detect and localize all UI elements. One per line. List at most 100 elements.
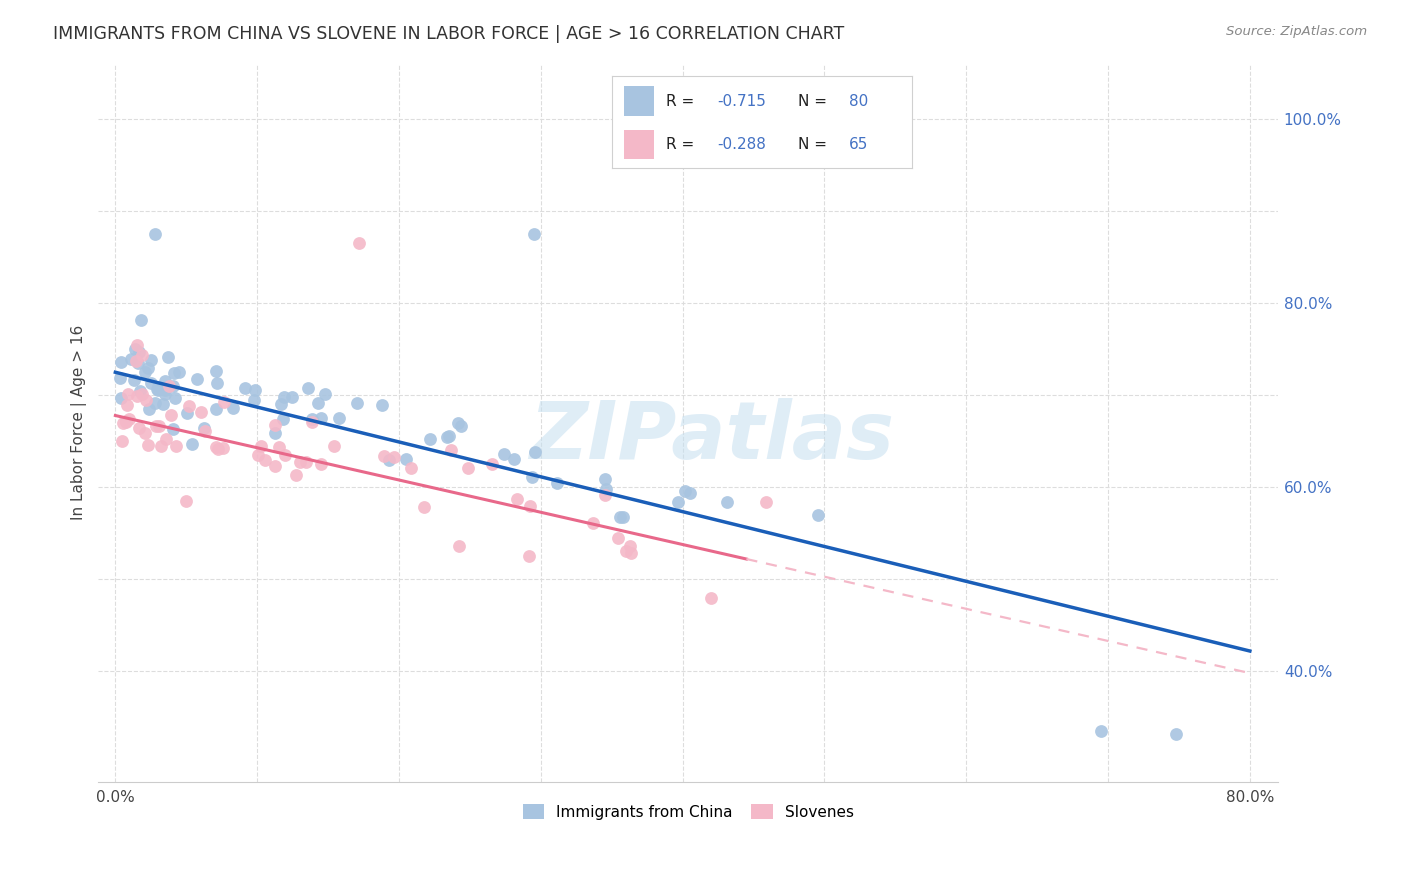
Point — [125, 389, 148, 403]
Point — [205, 376, 228, 390]
Point — [146, 382, 169, 396]
Point — [176, 406, 198, 420]
Point — [153, 387, 176, 401]
Point — [619, 539, 641, 553]
Point — [157, 350, 180, 364]
Point — [177, 399, 200, 413]
Point — [523, 444, 546, 458]
Point — [193, 421, 215, 435]
Point — [128, 384, 150, 398]
Point — [301, 415, 323, 429]
Point — [146, 383, 169, 397]
Point — [180, 437, 202, 451]
Point — [174, 493, 197, 508]
Point — [128, 344, 150, 359]
Point — [502, 451, 524, 466]
Text: Source: ZipAtlas.com: Source: ZipAtlas.com — [1226, 25, 1367, 38]
Point — [328, 410, 350, 425]
Point — [673, 484, 696, 499]
Point — [314, 386, 336, 401]
Point — [523, 227, 546, 242]
Point — [595, 483, 617, 497]
Point — [309, 411, 332, 425]
Point — [134, 365, 156, 379]
Point — [323, 439, 346, 453]
Point — [204, 402, 226, 417]
Point — [281, 390, 304, 404]
Point — [755, 494, 778, 508]
Point — [149, 439, 172, 453]
Point — [160, 408, 183, 422]
Point — [436, 429, 458, 443]
Point — [273, 390, 295, 404]
Point — [207, 442, 229, 457]
Point — [271, 412, 294, 426]
Point — [700, 591, 723, 605]
Point — [274, 448, 297, 462]
Point — [612, 510, 634, 524]
Point — [250, 439, 273, 453]
Point — [110, 355, 132, 369]
Point — [157, 378, 180, 392]
Point — [115, 398, 138, 412]
Point — [519, 499, 541, 513]
Point — [419, 433, 441, 447]
Text: IMMIGRANTS FROM CHINA VS SLOVENE IN LABOR FORCE | AGE > 16 CORRELATION CHART: IMMIGRANTS FROM CHINA VS SLOVENE IN LABO… — [53, 25, 845, 43]
Point — [678, 486, 700, 500]
Point — [143, 396, 166, 410]
Point — [297, 381, 319, 395]
Point — [114, 414, 136, 428]
Point — [115, 415, 138, 429]
Point — [295, 455, 318, 469]
Point — [370, 398, 392, 412]
Point — [163, 391, 186, 405]
Point — [243, 393, 266, 408]
Point — [609, 509, 631, 524]
Point — [108, 371, 131, 385]
Point — [253, 453, 276, 467]
Point — [165, 439, 187, 453]
Point — [222, 401, 245, 416]
Point — [301, 411, 323, 425]
Point — [131, 387, 153, 401]
Point — [481, 458, 503, 472]
Point — [118, 412, 141, 426]
Point — [269, 441, 291, 455]
Point — [135, 392, 157, 407]
Point — [413, 500, 436, 514]
Point — [290, 454, 312, 468]
Point — [127, 356, 149, 370]
Point — [270, 397, 292, 411]
Point — [382, 450, 405, 464]
Point — [131, 348, 153, 362]
Point — [264, 417, 287, 432]
Point — [190, 405, 212, 419]
Point — [346, 396, 368, 410]
Point — [141, 376, 163, 391]
Point — [307, 396, 329, 410]
Point — [666, 495, 689, 509]
Point — [212, 442, 235, 456]
Point — [285, 467, 308, 482]
Point — [614, 544, 637, 558]
Point — [264, 426, 287, 441]
Point — [153, 374, 176, 388]
Point — [162, 378, 184, 392]
Point — [595, 472, 617, 486]
Point — [437, 429, 460, 443]
Point — [449, 540, 471, 554]
Point — [125, 337, 148, 351]
Point — [122, 373, 145, 387]
Point — [246, 448, 269, 462]
Point — [139, 353, 162, 368]
Point — [111, 434, 134, 448]
Point — [807, 508, 830, 522]
Point — [1090, 724, 1112, 739]
Point — [155, 432, 177, 446]
Point — [138, 401, 160, 416]
Point — [129, 313, 152, 327]
Point — [167, 365, 190, 379]
Point — [205, 440, 228, 454]
Point — [145, 419, 167, 434]
Legend: Immigrants from China, Slovenes: Immigrants from China, Slovenes — [516, 798, 860, 826]
